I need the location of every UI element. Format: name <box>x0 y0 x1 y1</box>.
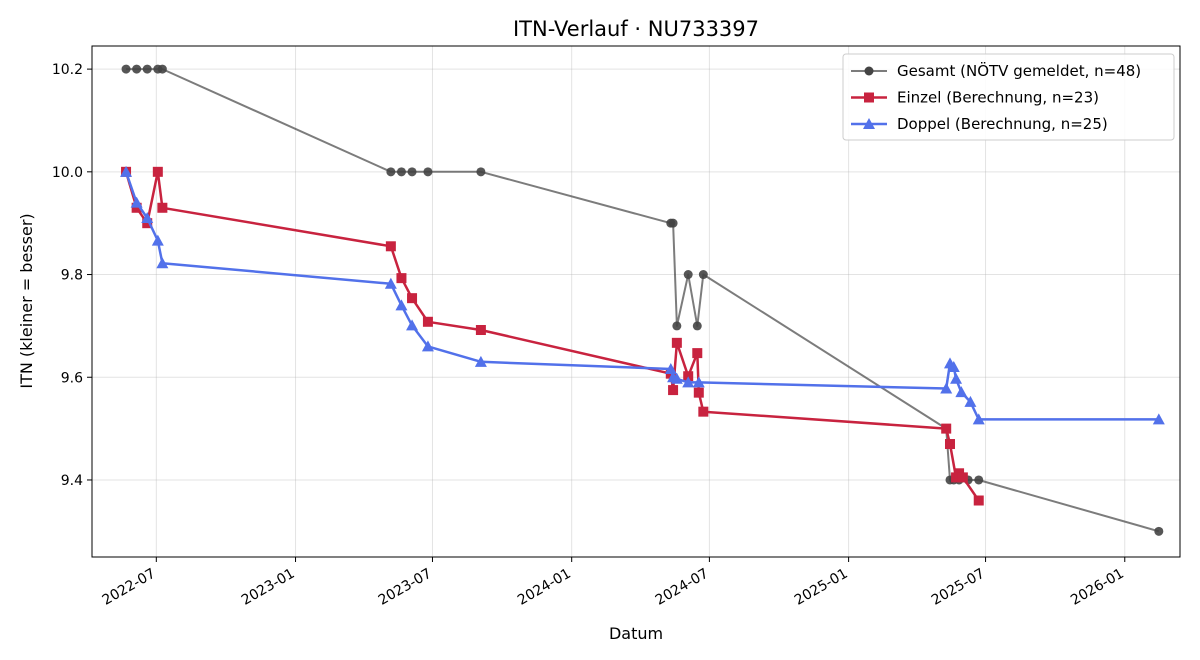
x-tick-label: 2022-07 <box>100 566 159 609</box>
data-point <box>152 166 163 177</box>
data-point <box>131 202 142 213</box>
data-point <box>672 321 682 331</box>
series-markers <box>120 165 1165 425</box>
data-point <box>120 165 133 177</box>
legend-marker <box>864 92 874 103</box>
data-point <box>692 321 702 331</box>
y-tick-label: 10.2 <box>52 62 83 78</box>
x-tick-label: 2023-01 <box>239 566 298 609</box>
data-point <box>386 167 396 177</box>
data-point <box>693 387 704 398</box>
data-point <box>396 273 407 284</box>
data-point <box>142 64 152 74</box>
data-point <box>664 363 677 375</box>
data-point <box>396 167 406 177</box>
series-line <box>124 170 980 502</box>
data-point <box>384 277 397 289</box>
legend: Gesamt (NÖTV gemeldet, n=48) Einzel (Bere… <box>842 53 1175 141</box>
data-point <box>671 337 682 348</box>
x-tick-label: 2024-07 <box>653 566 712 609</box>
data-point <box>142 218 153 229</box>
data-point <box>683 270 693 280</box>
legend-marker <box>863 118 875 129</box>
plot-frame <box>91 45 1181 558</box>
data-point <box>407 167 417 177</box>
legend-label: Gesamt (NÖTV gemeldet, n=48) <box>897 61 1141 80</box>
series-line <box>124 171 1159 421</box>
data-point <box>941 423 952 434</box>
data-point <box>950 372 963 384</box>
data-point <box>395 299 408 311</box>
data-point <box>474 355 487 367</box>
data-point <box>385 241 396 252</box>
data-point <box>151 234 164 246</box>
series-markers <box>121 166 984 506</box>
data-point <box>157 202 168 213</box>
plot-series <box>120 64 1165 536</box>
data-point <box>692 348 703 359</box>
data-point <box>973 495 984 506</box>
data-point <box>683 371 694 382</box>
data-point <box>157 64 167 74</box>
x-tick-label: 2024-01 <box>515 566 574 609</box>
legend-label: Einzel (Berechnung, n=23) <box>897 89 1099 107</box>
data-point <box>130 196 143 208</box>
data-point <box>670 372 683 384</box>
data-point <box>698 270 708 280</box>
data-point <box>475 325 486 336</box>
y-tick-label: 9.8 <box>61 268 83 284</box>
data-point <box>476 167 486 177</box>
x-axis-label: Datum <box>609 624 663 643</box>
data-point <box>692 376 705 388</box>
data-point <box>957 472 968 483</box>
data-point <box>406 319 419 331</box>
data-point <box>156 257 169 269</box>
x-tick-label: 2025-07 <box>929 566 988 609</box>
data-point <box>955 386 968 398</box>
data-point <box>1152 413 1165 425</box>
legend-box <box>842 53 1175 141</box>
data-point <box>947 360 960 372</box>
y-axis-label: ITN (kleiner = besser) <box>17 213 36 388</box>
data-point <box>423 167 433 177</box>
legend-label: Doppel (Berechnung, n=25) <box>897 115 1108 133</box>
data-point <box>141 212 154 224</box>
x-tick-label: 2026-01 <box>1068 566 1127 609</box>
data-point <box>964 395 977 407</box>
data-point <box>668 385 679 396</box>
data-point <box>132 64 142 74</box>
series-square <box>121 166 984 506</box>
data-point <box>972 413 985 425</box>
data-point <box>668 218 678 228</box>
series-triangle <box>120 165 1165 425</box>
data-point <box>121 64 131 74</box>
data-point <box>682 376 695 388</box>
data-point <box>698 406 709 417</box>
data-point <box>407 293 418 304</box>
data-point <box>421 340 434 352</box>
y-tick-label: 10.0 <box>52 165 83 181</box>
y-tick-label: 9.4 <box>61 473 83 489</box>
x-tick-label: 2025-01 <box>792 566 851 609</box>
chart-title: ITN-Verlauf · NU733397 <box>513 17 759 41</box>
x-axis: 2022-07 2023-01 2023-07 2024-01 2024-07 2025-… <box>100 557 1127 609</box>
data-point <box>940 382 953 394</box>
legend-marker <box>864 66 874 76</box>
data-point <box>422 316 433 327</box>
x-tick-label: 2023-07 <box>376 566 435 609</box>
y-tick-label: 9.6 <box>61 370 83 386</box>
data-point <box>974 475 984 485</box>
data-point <box>944 439 955 450</box>
y-axis: 9.4 9.6 9.8 10.0 10.2 <box>52 62 92 489</box>
data-point <box>1154 526 1164 536</box>
